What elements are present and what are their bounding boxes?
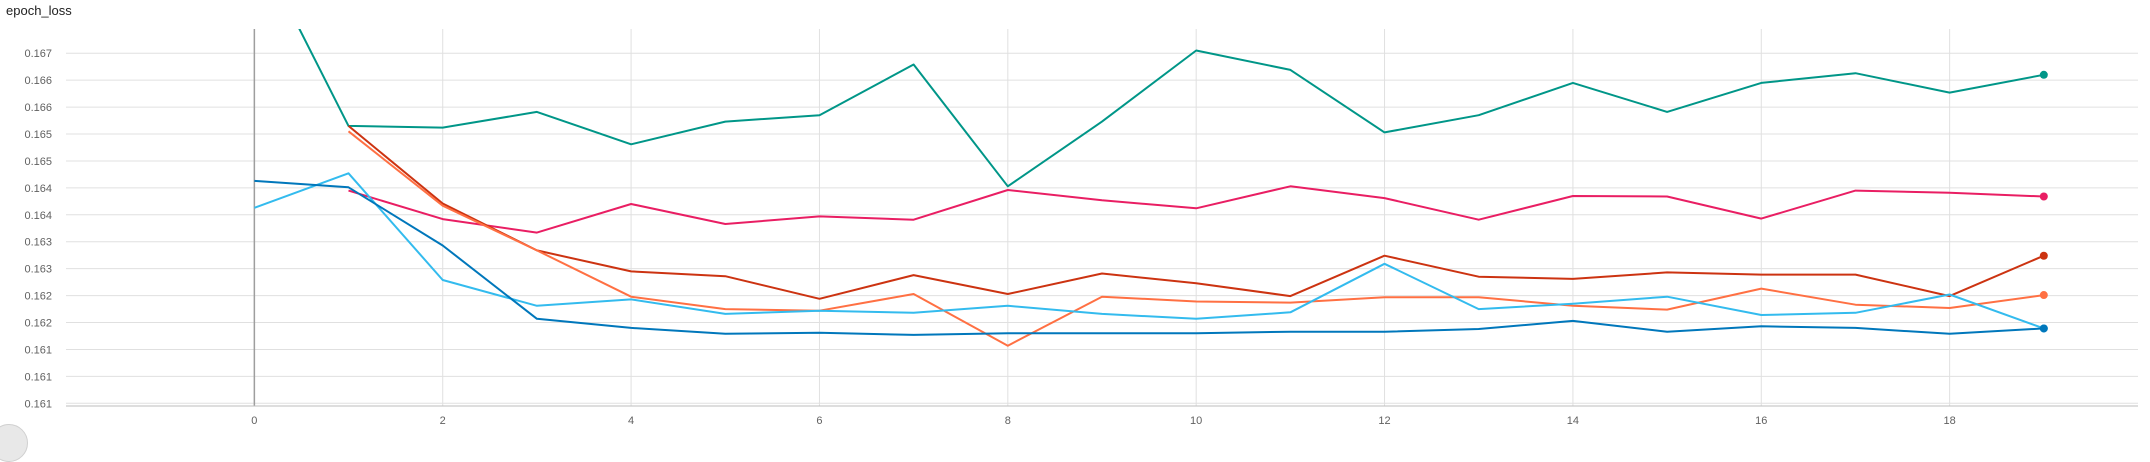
series-end-point-4 [2039,291,2048,300]
chart-title: epoch_loss [6,3,72,18]
x-tick-label: 12 [1378,415,1390,427]
series-line-1[interactable] [254,0,2044,188]
y-tick-label: 0.166 [24,75,52,87]
x-tick-label: 14 [1567,415,1579,427]
y-tick-label: 0.165 [24,156,52,168]
y-tick-label: 0.162 [24,291,52,303]
y-tick-label: 0.166 [24,102,52,114]
y-tick-label: 0.163 [24,264,52,276]
x-tick-label: 10 [1190,415,1202,427]
series-line-6[interactable] [254,179,2044,336]
series-end-point-2 [2039,192,2048,201]
series-end-point-6 [2039,324,2048,333]
x-tick-label: 2 [440,415,446,427]
y-tick-label: 0.164 [24,210,52,222]
x-tick-label: 8 [1005,415,1011,427]
series-line-3[interactable] [347,125,2045,300]
y-tick-label: 0.161 [24,398,52,410]
x-tick-label: 16 [1755,415,1767,427]
series-line-4[interactable] [347,130,2044,347]
x-tick-label: 0 [251,415,257,427]
y-tick-label: 0.167 [24,48,52,60]
x-tick-label: 4 [628,415,634,427]
y-tick-label: 0.164 [24,183,52,195]
x-tick-label: 18 [1944,415,1956,427]
y-tick-label: 0.161 [24,344,52,356]
series-end-point-1 [2039,70,2048,79]
series-line-5[interactable] [254,172,2045,330]
y-tick-label: 0.163 [24,237,52,249]
x-tick-label: 6 [816,415,822,427]
series-end-point-3 [2039,251,2048,260]
line-chart[interactable]: 0.161 0.161 0.161 0.162 0.162 0.163 0.163 0.164… [0,0,2150,436]
y-tick-label: 0.165 [24,129,52,141]
y-tick-label: 0.161 [24,371,52,383]
y-tick-label: 0.162 [24,318,52,330]
series-line-2[interactable] [348,185,2044,234]
